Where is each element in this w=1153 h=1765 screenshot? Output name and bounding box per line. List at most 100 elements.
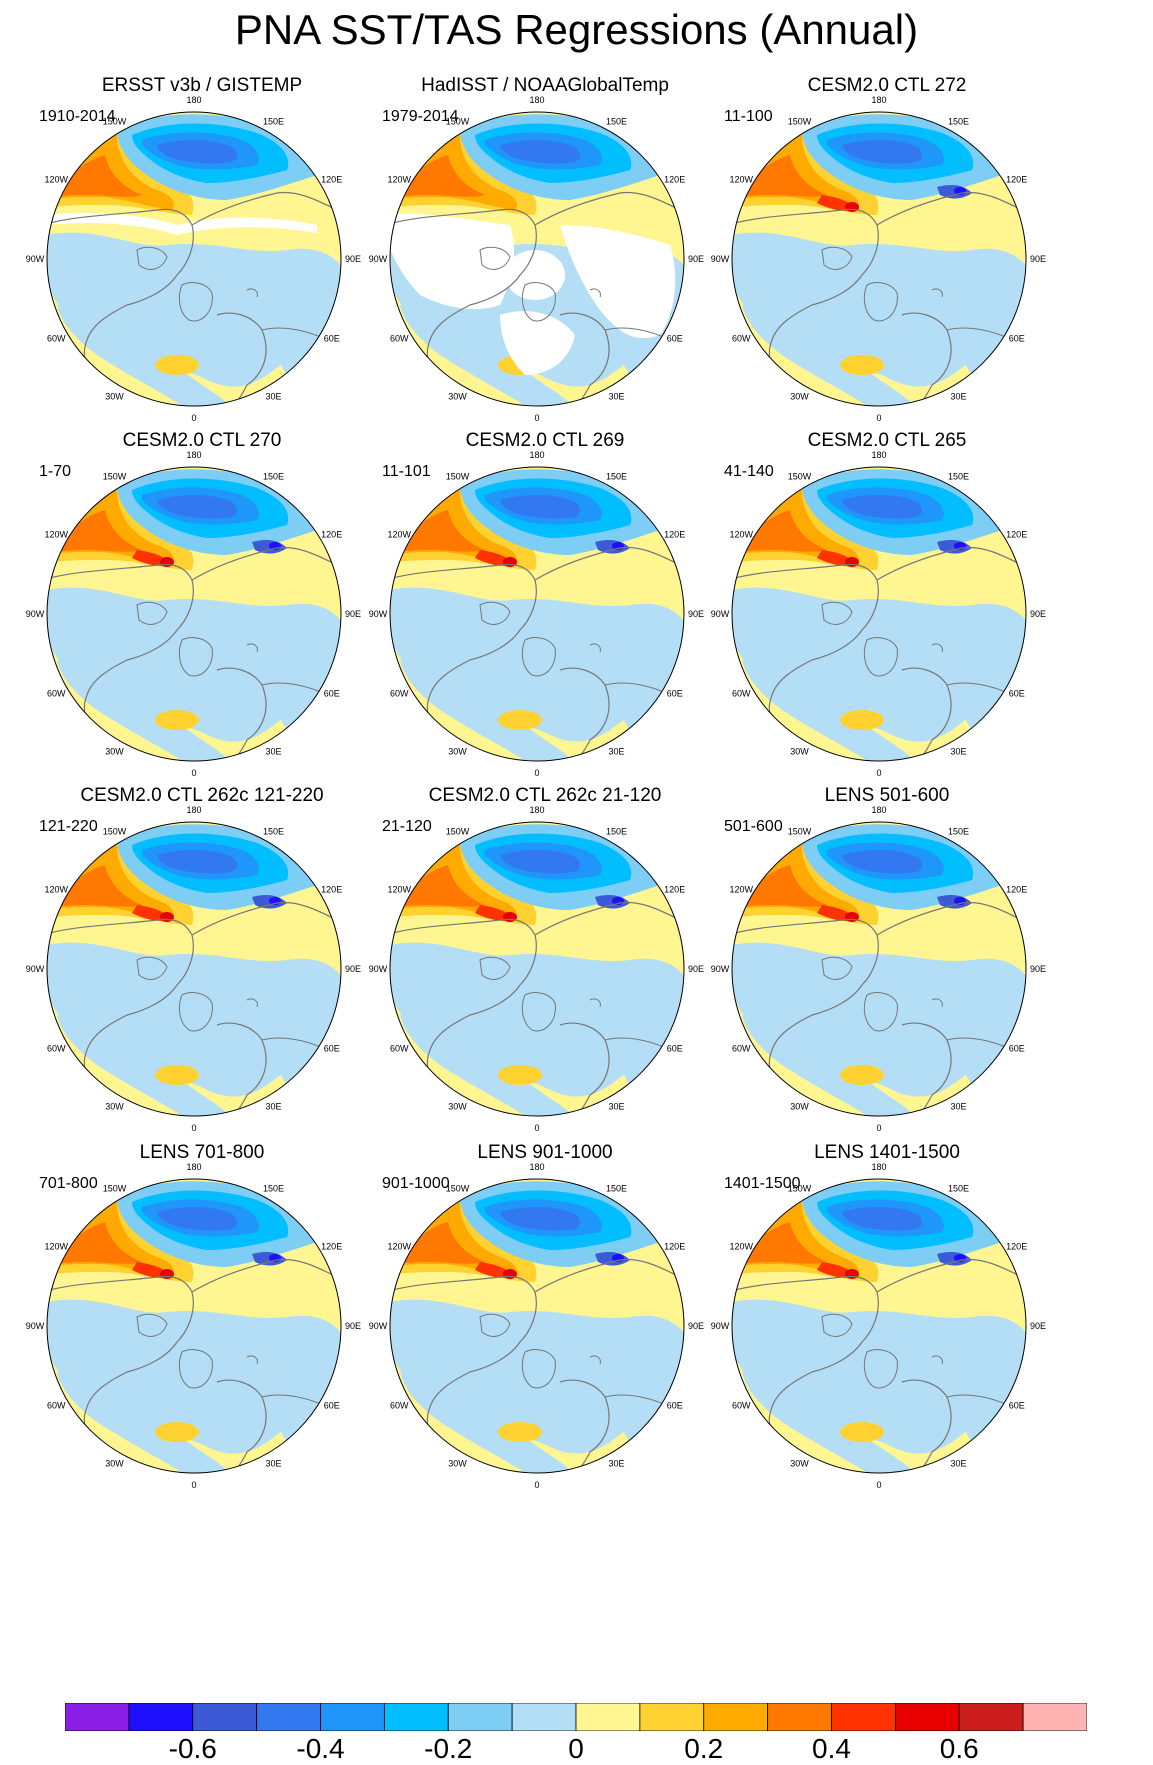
longitude-label: 150E: [948, 471, 969, 481]
longitude-label: 60E: [324, 334, 340, 344]
longitude-label: 150W: [788, 826, 812, 836]
longitude-label: 90W: [26, 1321, 45, 1331]
longitude-label: 120W: [388, 530, 412, 540]
longitude-label: 60W: [390, 1401, 409, 1411]
longitude-label: 120E: [1006, 885, 1027, 895]
colorbar-swatch: [447, 1703, 513, 1731]
longitude-label: 90E: [688, 609, 704, 619]
longitude-label: 0: [534, 1123, 539, 1133]
longitude-label: 180: [186, 95, 201, 105]
longitude-label: 180: [186, 805, 201, 815]
longitude-label: 180: [186, 450, 201, 460]
colorbar-tick-label: 0.6: [939, 1733, 979, 1764]
panel-title: CESM2.0 CTL 269: [465, 430, 625, 451]
longitude-label: 60E: [667, 334, 683, 344]
colorbar-swatch: [65, 1703, 130, 1731]
longitude-label: 120W: [388, 885, 412, 895]
longitude-label: 150E: [948, 116, 969, 126]
polar-map: 180 150E 120E 90E 60E 30E 0 30W 60W 90W 120W 150W: [369, 805, 704, 1133]
panel-year-range: 701-800: [39, 1175, 98, 1192]
longitude-label: 150E: [606, 1183, 627, 1193]
longitude-label: 150E: [606, 471, 627, 481]
map-panel: CESM2.0 CTL 269 11-101 180 150E 120E 90E 60E 30…: [360, 430, 730, 822]
longitude-label: 150W: [103, 471, 127, 481]
map-panel: LENS 501-600 501-600 180 150E 120E 90E 60E 30E 0…: [702, 785, 1072, 1177]
longitude-label: 180: [529, 95, 544, 105]
longitude-label: 150W: [103, 1183, 127, 1193]
longitude-label: 30E: [950, 392, 966, 402]
longitude-label: 30W: [105, 392, 124, 402]
panel-title: LENS 1401-1500: [814, 1142, 960, 1163]
colorbar-swatch: [320, 1703, 385, 1731]
panel-title: LENS 701-800: [139, 1142, 265, 1163]
panel-year-range: 1910-2014: [39, 108, 116, 125]
longitude-label: 150E: [948, 826, 969, 836]
polar-map: 180 150E 120E 90E 60E 30E 0 30W 60W 90W 120W 150W: [711, 95, 1046, 423]
panel-year-range: 501-600: [724, 818, 783, 835]
longitude-label: 60E: [667, 1401, 683, 1411]
colorbar-swatch: [575, 1703, 641, 1731]
colorbar-tick-label: -0.6: [168, 1733, 217, 1764]
longitude-label: 120E: [664, 530, 685, 540]
longitude-label: 30W: [790, 747, 809, 757]
longitude-label: 120W: [388, 175, 412, 185]
longitude-label: 90E: [1030, 609, 1046, 619]
longitude-label: 30W: [790, 392, 809, 402]
longitude-label: 150W: [103, 116, 127, 126]
longitude-label: 120W: [45, 530, 69, 540]
panel-title: CESM2.0 CTL 265: [807, 430, 967, 451]
figure-title: PNA SST/TAS Regressions (Annual): [234, 6, 919, 53]
longitude-label: 90E: [1030, 964, 1046, 974]
colorbar-swatch: [1022, 1703, 1087, 1731]
longitude-label: 120W: [730, 175, 754, 185]
longitude-label: 90E: [345, 609, 361, 619]
longitude-label: 30W: [448, 1102, 467, 1112]
longitude-label: 120E: [321, 1242, 342, 1252]
longitude-label: 90E: [345, 254, 361, 264]
longitude-label: 0: [876, 413, 881, 423]
longitude-label: 90W: [711, 964, 730, 974]
longitude-label: 0: [191, 1123, 196, 1133]
longitude-label: 150E: [948, 1183, 969, 1193]
colorbar-swatch: [958, 1703, 1024, 1731]
longitude-label: 0: [876, 1480, 881, 1490]
colorbar-swatch: [639, 1703, 705, 1731]
longitude-label: 150W: [788, 1183, 812, 1193]
map-panel: HadISST / NOAAGlobalTemp 1979-2014 180 150E…: [360, 75, 730, 467]
longitude-label: 150W: [446, 116, 470, 126]
longitude-label: 30W: [790, 1102, 809, 1112]
panel-year-range: 901-1000: [382, 1175, 450, 1192]
longitude-label: 60E: [667, 689, 683, 699]
longitude-label: 120W: [45, 175, 69, 185]
longitude-label: 0: [534, 768, 539, 778]
map-panel: CESM2.0 CTL 272 11-100 180 150E 120E 90E 60E 30…: [702, 75, 1072, 467]
polar-map: 180 150E 120E 90E 60E 30E 0 30W 60W 90W 120W 150W: [369, 95, 704, 423]
longitude-label: 60E: [1009, 1401, 1025, 1411]
longitude-label: 150E: [606, 116, 627, 126]
longitude-label: 90E: [688, 254, 704, 264]
panel-year-range: 11-100: [724, 108, 773, 125]
longitude-label: 120E: [321, 885, 342, 895]
longitude-label: 90W: [369, 254, 388, 264]
panel-year-range: 121-220: [39, 818, 98, 835]
longitude-label: 180: [871, 450, 886, 460]
longitude-label: 60W: [47, 689, 66, 699]
panel-year-range: 11-101: [382, 463, 431, 480]
longitude-label: 150W: [446, 1183, 470, 1193]
longitude-label: 150E: [263, 116, 284, 126]
longitude-label: 180: [871, 805, 886, 815]
longitude-label: 60E: [324, 1401, 340, 1411]
colorbar-swatch: [831, 1703, 896, 1731]
longitude-label: 30W: [448, 747, 467, 757]
longitude-label: 0: [191, 413, 196, 423]
longitude-label: 90W: [26, 254, 45, 264]
polar-map: 180 150E 120E 90E 60E 30E 0 30W 60W 90W 120W 150W: [26, 450, 361, 778]
longitude-label: 60W: [732, 1401, 751, 1411]
panel-year-range: 21-120: [382, 818, 432, 835]
longitude-label: 120E: [664, 175, 685, 185]
longitude-label: 30E: [950, 747, 966, 757]
colorbar-tick-label: 0: [568, 1733, 584, 1764]
longitude-label: 60E: [1009, 689, 1025, 699]
longitude-label: 30W: [790, 1459, 809, 1469]
panel-year-range: 41-140: [724, 463, 774, 480]
